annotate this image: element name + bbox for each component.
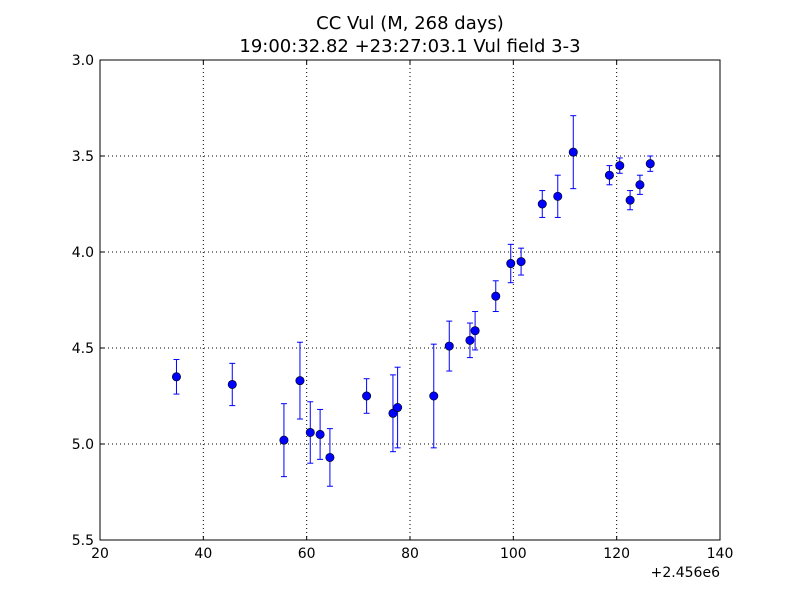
y-tick-label: 4.5 [72, 341, 94, 357]
y-tick-label: 5.5 [72, 533, 94, 549]
x-tick-label: 40 [194, 546, 212, 562]
data-point [615, 161, 625, 171]
chart-title: CC Vul (M, 268 days) [316, 13, 504, 34]
data-point [491, 291, 501, 301]
y-tick-label: 3.5 [72, 149, 94, 165]
data-point [279, 435, 289, 445]
data-point [305, 427, 315, 437]
data-point [537, 199, 547, 209]
data-point [325, 452, 335, 462]
data-point [470, 326, 480, 336]
x-tick-label: 100 [500, 546, 527, 562]
data-point [465, 335, 475, 345]
data-point [625, 195, 635, 205]
data-point [444, 341, 454, 351]
data-point [516, 257, 526, 267]
chart-subtitle: 19:00:32.82 +23:27:03.1 Vul field 3-3 [239, 36, 580, 57]
grid [100, 60, 720, 540]
data-point [553, 191, 563, 201]
x-tick-label: 140 [707, 546, 734, 562]
data-point [568, 147, 578, 157]
data-point [635, 180, 645, 190]
plot-area-frame [99, 59, 721, 541]
data-point [227, 379, 237, 389]
data-point [393, 403, 403, 413]
x-axis-offset-label: +2.456e6 [651, 565, 720, 581]
data-point [429, 391, 439, 401]
x-tick-label: 20 [91, 546, 109, 562]
data-point [362, 391, 372, 401]
data-point [295, 376, 305, 386]
data-point [645, 159, 655, 169]
y-tick-label: 5.0 [72, 437, 94, 453]
data-point [315, 429, 325, 439]
data-series [171, 115, 655, 487]
x-tick-label: 120 [603, 546, 630, 562]
data-point [171, 372, 181, 382]
x-tick-label: 80 [401, 546, 419, 562]
y-tick-label: 4.0 [72, 245, 94, 261]
data-point [506, 259, 516, 269]
axis-ticks: 20 40 60 80 100 120 140 3.0 3.5 4.0 4.5 5.0 5.5 [72, 53, 734, 562]
data-point [604, 170, 614, 180]
x-tick-label: 60 [298, 546, 316, 562]
y-tick-label: 3.0 [72, 53, 94, 69]
